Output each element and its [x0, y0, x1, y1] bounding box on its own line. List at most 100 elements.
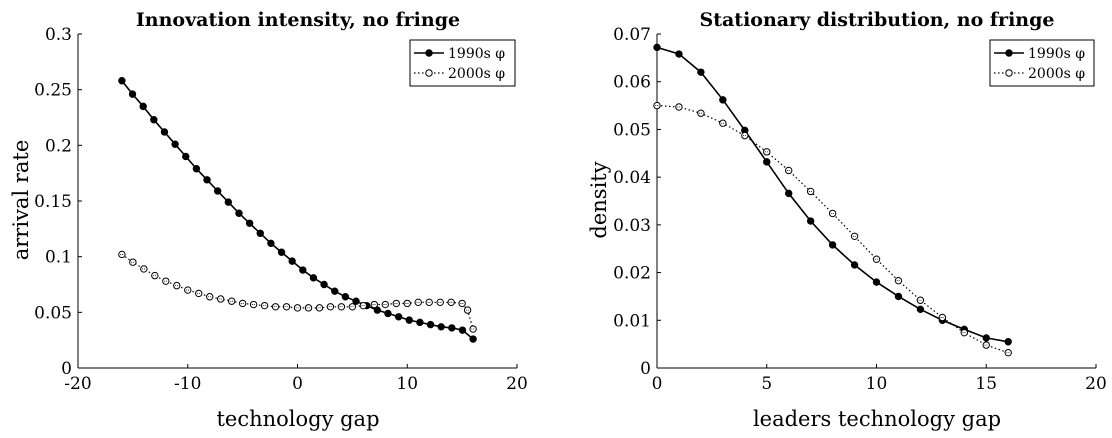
left-legend-box	[409, 39, 516, 87]
left-series-2-point	[282, 303, 291, 311]
right-series-2-point	[982, 341, 990, 349]
right-series-1-point	[806, 217, 815, 225]
left-series-1-point	[245, 219, 254, 227]
right-y-tick-label: 0.03	[613, 216, 651, 236]
right-chart-title: Stationary distribution, no fringe	[700, 9, 1055, 31]
left-series-1-point	[235, 209, 243, 217]
left-series-1-point	[309, 274, 318, 282]
right-y-axis-label: density	[587, 161, 611, 238]
right-legend-marker-1	[1005, 49, 1013, 57]
left-series-1-point	[331, 287, 339, 295]
right-series-2-point	[850, 232, 859, 241]
right-series-1-point	[719, 96, 727, 104]
left-series-1-point	[320, 280, 328, 289]
left-series-1-point	[203, 176, 211, 184]
left-x-axis-label: technology gap	[216, 407, 379, 431]
right-series-2-point	[894, 276, 903, 285]
right-y-tick-label: 0.01	[613, 311, 651, 331]
left-series-2-point	[359, 301, 368, 310]
left-chart-panel: Innovation intensity, no fringe technolo…	[9, 9, 528, 431]
right-series-2-point	[938, 313, 947, 322]
left-series-1-point	[160, 128, 169, 136]
right-series-1-point	[828, 241, 837, 249]
left-series-2-point	[206, 293, 214, 301]
left-series-1-point	[128, 90, 137, 98]
left-series-line-1	[121, 80, 474, 340]
left-series-2-point	[425, 298, 433, 307]
right-series-2-point	[697, 109, 705, 117]
right-series-2-point	[1004, 349, 1012, 357]
left-series-1-point	[405, 316, 413, 324]
right-series-1-point	[675, 50, 683, 58]
left-series-2-point	[381, 300, 389, 309]
left-series-1-point	[118, 77, 126, 85]
left-series-line-2	[121, 253, 474, 330]
right-series-2-point	[719, 119, 727, 127]
left-series-1-point	[256, 229, 264, 237]
left-series-1-point	[469, 335, 477, 343]
right-series-2-point	[960, 328, 968, 337]
left-series-2-point	[162, 277, 170, 285]
left-series-2-point	[348, 303, 357, 311]
right-series-2-point	[741, 131, 749, 140]
left-series-1-point	[352, 297, 360, 305]
right-series-1-point	[916, 305, 925, 314]
right-series-1-point	[1004, 338, 1012, 346]
left-series-2-point	[403, 299, 411, 308]
right-x-tick-label: 20	[1085, 374, 1107, 394]
right-y-tick-label: 0.04	[613, 168, 651, 188]
right-series-2-point	[828, 209, 837, 218]
left-series-2-point	[414, 298, 422, 307]
right-series-1-point	[894, 292, 903, 301]
left-series-1-point	[426, 320, 435, 329]
left-series-1-point	[384, 309, 392, 318]
right-legend: 1990s φ 2000s φ	[989, 39, 1095, 87]
left-x-tick-label: -20	[64, 374, 91, 394]
left-series-2-point	[129, 258, 137, 266]
right-series-line-2	[656, 105, 1009, 354]
right-series-1-point	[697, 68, 705, 76]
left-legend-marker-1	[425, 49, 433, 57]
left-legend-label-1: 1990s φ	[448, 46, 505, 62]
right-series-2-point	[763, 148, 771, 156]
left-series-1-point	[171, 140, 179, 148]
right-legend-box	[989, 39, 1095, 87]
left-series-1-point	[288, 257, 296, 265]
right-series-2-point	[653, 101, 661, 110]
left-series-2-point	[304, 304, 313, 312]
right-y-tick-label: 0.07	[613, 25, 651, 45]
left-x-tick-label: 20	[506, 374, 528, 394]
left-series-1-point	[416, 318, 424, 327]
left-series-1-point	[341, 293, 350, 301]
left-series-2-point	[436, 298, 444, 307]
left-series-2-point	[118, 250, 126, 259]
left-series-1-point	[277, 248, 286, 256]
left-series-1-point	[150, 116, 158, 124]
left-series-2-point	[326, 303, 335, 311]
right-series-1-point	[850, 261, 859, 269]
left-series-2-point	[238, 299, 247, 308]
left-plot-marks	[118, 77, 477, 343]
right-x-tick-label: 5	[761, 374, 772, 394]
left-series-2-point	[447, 298, 455, 307]
right-y-tick-label: 0.05	[613, 120, 651, 140]
right-series-2-point	[872, 255, 881, 263]
left-series-1-point	[192, 165, 201, 173]
left-series-2-point	[173, 281, 181, 290]
right-y-tick-label: 0	[640, 359, 651, 379]
left-y-tick-label: 0.3	[45, 25, 72, 45]
left-series-2-point	[293, 304, 302, 312]
left-y-tick-label: 0.25	[34, 81, 72, 101]
left-series-2-point	[151, 271, 159, 280]
right-x-tick-label: 0	[652, 374, 663, 394]
left-x-tick-label: 10	[396, 374, 418, 394]
left-x-tick-label: -10	[174, 374, 201, 394]
left-legend-label-2: 2000s φ	[448, 66, 505, 82]
left-series-2-point	[337, 303, 346, 311]
right-series-2-point	[916, 296, 925, 304]
left-series-2-point	[392, 299, 400, 308]
right-legend-label-1: 1990s φ	[1028, 46, 1085, 62]
left-series-2-point	[469, 325, 477, 333]
left-series-1-point	[437, 323, 445, 331]
left-series-2-point	[216, 295, 225, 303]
